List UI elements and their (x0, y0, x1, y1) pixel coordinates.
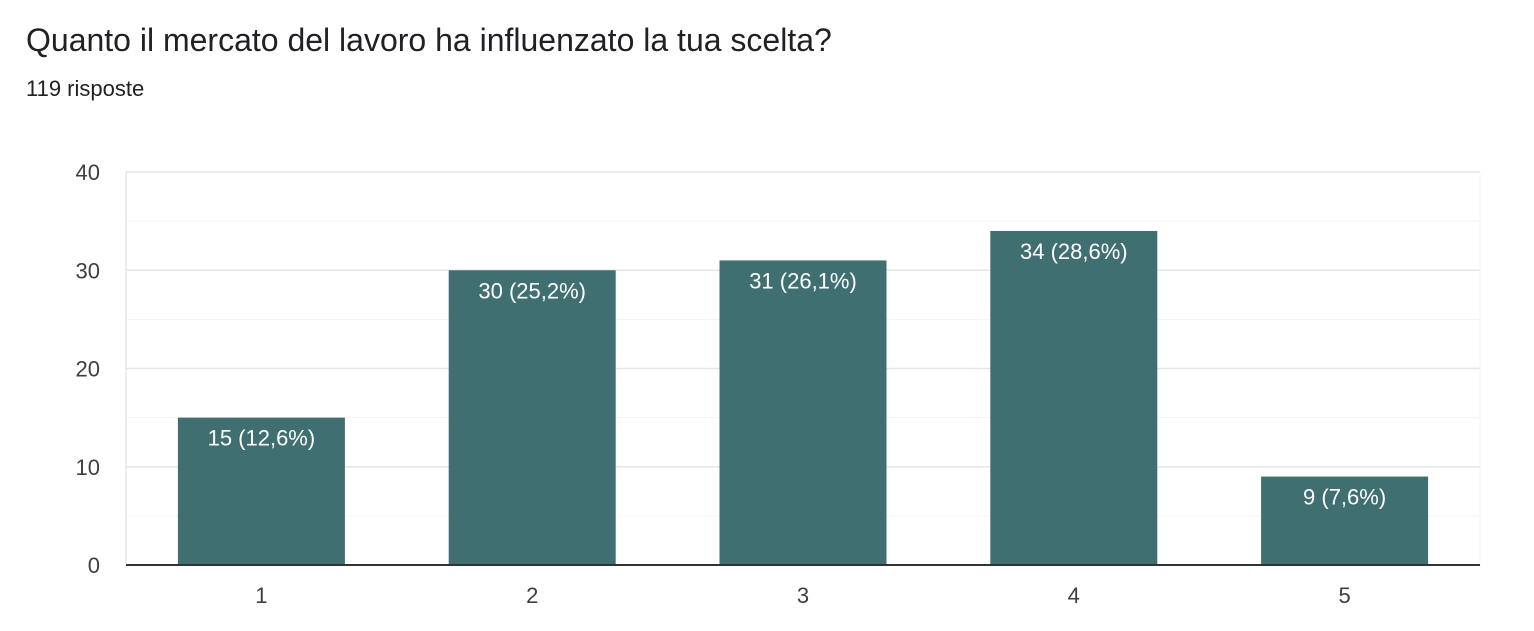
bar-data-label: 31 (26,1%) (749, 268, 857, 293)
bar-data-label: 30 (25,2%) (478, 278, 586, 303)
bar-4[interactable] (990, 230, 1158, 565)
x-tick-label: 3 (797, 583, 809, 608)
bars (177, 230, 1429, 565)
bar-2[interactable] (448, 270, 616, 565)
x-tick-label: 4 (1068, 583, 1080, 608)
bar-1[interactable] (177, 417, 345, 565)
y-tick-label: 30 (76, 258, 100, 283)
y-tick-label: 0 (88, 553, 100, 578)
x-tick-label: 2 (526, 583, 538, 608)
bar-data-label: 15 (12,6%) (208, 426, 316, 451)
y-tick-label: 20 (76, 357, 100, 382)
response-count: 119 risposte (26, 76, 145, 101)
x-tick-label: 5 (1338, 583, 1350, 608)
bar-3[interactable] (719, 260, 887, 565)
labels: 0 10 20 30 40 15 (12,6%) 1 30 (25,2%) 2 31 (26,1%… (76, 160, 1387, 608)
x-tick-label: 1 (255, 583, 267, 608)
y-tick-label: 40 (76, 160, 100, 185)
bar-data-label: 34 (28,6%) (1020, 239, 1128, 264)
bar-data-label: 9 (7,6%) (1303, 485, 1386, 510)
y-tick-label: 10 (76, 455, 100, 480)
chart-title: Quanto il mercato del lavoro ha influenz… (26, 22, 832, 58)
axes (125, 172, 1481, 566)
bar-5[interactable] (1261, 476, 1429, 565)
